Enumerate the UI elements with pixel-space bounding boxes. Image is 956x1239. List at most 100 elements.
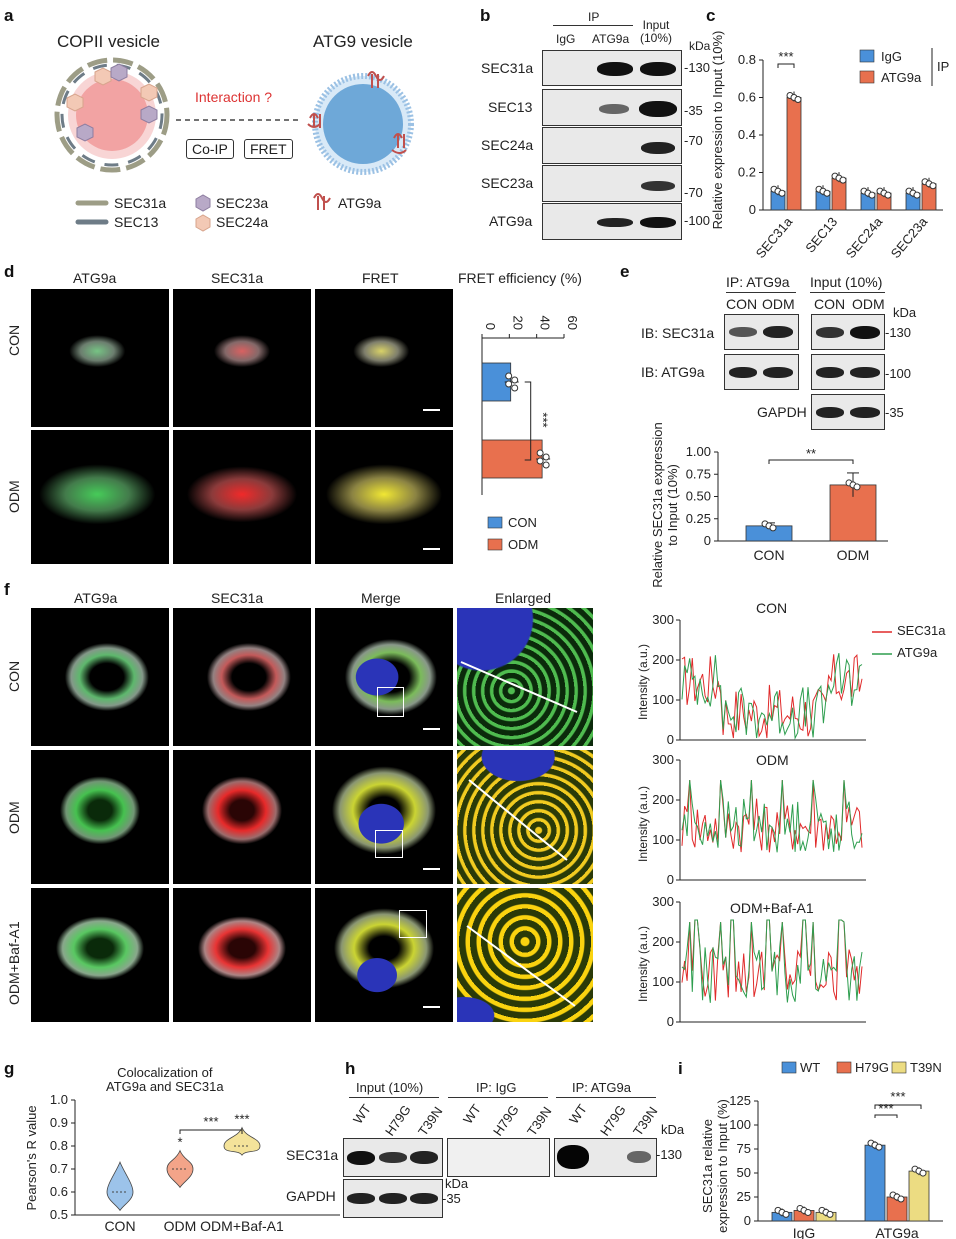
lane-input: Input (10%) (640, 18, 673, 45)
sec23a-sec24a-legend-icon (195, 194, 211, 232)
sig-mark: ** (806, 446, 816, 461)
kda-label-b: kDa (689, 39, 711, 53)
d-odm-atg9a-image (31, 430, 169, 564)
chart-f-profiles: 0 100 200 300 0 100 200 300 0 100 200 300 (652, 612, 866, 1029)
data-point (897, 1195, 905, 1203)
e-input-label: Input (10%) (810, 274, 883, 290)
h-lane-t39n-2: T39N (524, 1103, 555, 1139)
blot-b-atg9a (542, 203, 682, 240)
profile-ylabel-odm: Intensity (a.u.) (636, 785, 650, 862)
data-point (823, 189, 831, 197)
legend-swatch-H79G (836, 1061, 852, 1074)
y-tick-label: 0 (667, 872, 674, 887)
sig-bracket (524, 381, 532, 461)
legend-label-IgG: IgG (881, 49, 902, 64)
marker-b-100: -100 (684, 213, 711, 228)
bar-ATG9a-T39N (908, 1170, 930, 1222)
marker-b-35: -35 (684, 103, 703, 118)
d-con-atg9a-image (31, 289, 169, 427)
x-tick-label: SEC13 (802, 214, 840, 255)
h-lane-t39n-1: T39N (415, 1103, 446, 1139)
h-lane-wt-2: WT (460, 1101, 484, 1127)
legend-label-H79G: H79G (855, 1060, 889, 1075)
data-point (769, 524, 777, 532)
h-lane-h79g-3: H79G (597, 1102, 629, 1139)
marker-h-35: -35 (442, 1191, 461, 1206)
y-axis-label: expression to Input (%) (715, 1099, 730, 1233)
legend-swatch (487, 516, 503, 529)
e-blot-input-gapdh (811, 394, 885, 430)
d-con-fret-image (315, 289, 453, 427)
atg9-vesicle-illustration (307, 71, 414, 175)
profile-trace-SEC31a (681, 654, 863, 739)
d-col-fret: FRET (362, 270, 399, 286)
f-col-merge: Merge (361, 590, 401, 606)
x-tick-label: ODM+Baf-A1 (200, 1218, 284, 1234)
e-lane-odm-ip: ODM (762, 296, 795, 312)
y-tick-label: 200 (652, 652, 674, 667)
x-tick-label: IgG (793, 1225, 816, 1239)
x-tick-label: SEC31a (753, 214, 796, 261)
data-point (839, 176, 847, 184)
profile-legend-atg9a: ATG9a (897, 645, 938, 660)
f-row-odm: ODM (6, 801, 22, 834)
legend-atg9a: ATG9a (338, 195, 382, 211)
sig-mark: * (177, 1135, 182, 1150)
y-tick-label: 1.0 (50, 1092, 68, 1107)
f-baf-enlarged-image (457, 888, 593, 1022)
x-tick-label: CON (104, 1218, 135, 1234)
panel-label-h: h (345, 1059, 356, 1078)
f-odm-enlarged-image (457, 750, 593, 884)
marker-b-70a: -70 (684, 133, 703, 148)
d-odm-sec31a-image (173, 430, 311, 564)
e-blot-ip-sec31a (724, 314, 799, 350)
f-odm-merge-image (315, 750, 453, 884)
h-lane-h79g-2: H79G (490, 1102, 522, 1139)
e-lane-odm-input: ODM (852, 296, 885, 312)
f-baf-merge-image (315, 888, 453, 1022)
y-tick-label: 0.50 (686, 489, 711, 504)
y-tick-label: 300 (652, 894, 674, 909)
sig-bracket (768, 459, 854, 464)
y-tick-label: 0 (749, 202, 756, 217)
coip-box: Co-IP (186, 139, 234, 159)
y-tick-label: 100 (729, 1117, 751, 1132)
panel-label-g: g (4, 1059, 15, 1078)
d-row-odm: ODM (6, 480, 22, 513)
legend-sec23a: SEC23a (216, 195, 269, 211)
h-blot-igg-sec31a (447, 1138, 550, 1177)
profile-ylabel-con: Intensity (a.u.) (636, 643, 650, 720)
y-tick-label: 200 (652, 934, 674, 949)
sig-bracket-2 (874, 1104, 922, 1109)
bar-SEC31a-ATG9a (786, 97, 802, 211)
f-col-enlarged: Enlarged (495, 590, 552, 606)
row-label-sec24a: SEC24a (481, 137, 534, 153)
f-row-con: CON (6, 660, 22, 692)
data-point (919, 1169, 927, 1177)
y-tick-label: 0.4 (738, 127, 756, 142)
x-tick-label: 0 (483, 323, 498, 330)
lane-atg9a: ATG9a (592, 32, 630, 46)
legend-sec13: SEC13 (114, 214, 159, 230)
y-tick-label: 300 (652, 752, 674, 767)
sig-bracket (179, 1129, 243, 1134)
f-row-odm-baf: ODM+Baf-A1 (6, 921, 22, 1005)
profile-trace-ATG9a (681, 652, 863, 740)
violin-ODM+Baf-A1 (223, 1126, 261, 1156)
chart-e: 0 0.25 0.50 0.75 1.00 CON ODM ** Relative SEC31a… (650, 422, 888, 588)
row-label-sec23a: SEC23a (481, 175, 534, 191)
x-tick-label: ODM (164, 1218, 197, 1234)
legend-label-ATG9a: ATG9a (881, 70, 922, 85)
y-tick-label: 0 (744, 1213, 751, 1228)
h-lane-wt-1: WT (350, 1101, 374, 1127)
h-group-input: Input (10%) (356, 1080, 424, 1095)
y-tick-label: 0 (667, 732, 674, 747)
sig-mark: *** (778, 49, 793, 64)
f-con-merge-image (315, 608, 453, 746)
y-tick-label: 100 (652, 974, 674, 989)
copii-vesicle-illustration (54, 57, 170, 173)
row-label-sec13: SEC13 (488, 99, 533, 115)
y-tick-label: 75 (737, 1141, 751, 1156)
y-tick-label: 0.6 (738, 90, 756, 105)
y-tick-label: 0.9 (50, 1115, 68, 1130)
